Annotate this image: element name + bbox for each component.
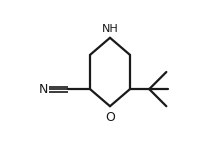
Text: NH: NH [102,24,118,34]
Text: N: N [38,83,48,96]
Text: O: O [105,110,115,124]
